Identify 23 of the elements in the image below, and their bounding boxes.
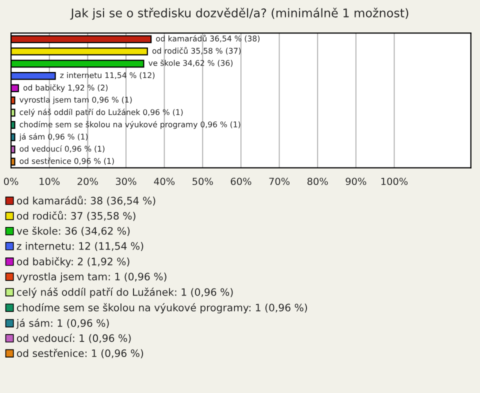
x-tick-label: 100% [381,178,408,186]
legend-label: od rodičů: 37 (35,58 %) [16,210,136,221]
x-tick-label: 80% [307,178,328,186]
x-tick-label: 20% [78,178,98,186]
legend-label: od vedoucí: 1 (0,96 %) [16,334,131,344]
chart-title: Jak jsi se o středisku dozvěděl/a? (minimálně 1 možnost) [70,8,408,20]
x-tick-label: 90% [346,178,366,186]
legend-label: od babičky: 2 (1,92 %) [16,257,130,268]
x-tick-label: 50% [192,178,213,186]
legend-label: já sám: 1 (0,96 %) [16,318,109,329]
x-tick-label: 0% [4,178,18,186]
x-tick-label: 40% [154,178,175,186]
x-tick-label: 30% [116,178,136,186]
legend-label: z internetu: 12 (11,54 %) [16,242,144,252]
legend-label: vyrostla jsem tam: 1 (0,96 %) [16,272,166,282]
x-tick-label: 70% [269,178,290,186]
x-tick-label: 60% [230,178,252,186]
legend-label: chodíme sem se školou na výukové programy: 1 (0,96 %) [16,303,307,314]
legend-label: od sestřenice: 1 (0,96 %) [16,348,144,358]
legend-label: celý náš oddíl patří do Lužánek: 1 (0,96 %) [16,288,233,298]
legend-label: od kamarádů: 38 (36,54 %) [16,196,156,206]
legend-label: ve škole: 36 (34,62 %) [16,226,130,236]
x-tick-label: 10% [40,178,60,186]
